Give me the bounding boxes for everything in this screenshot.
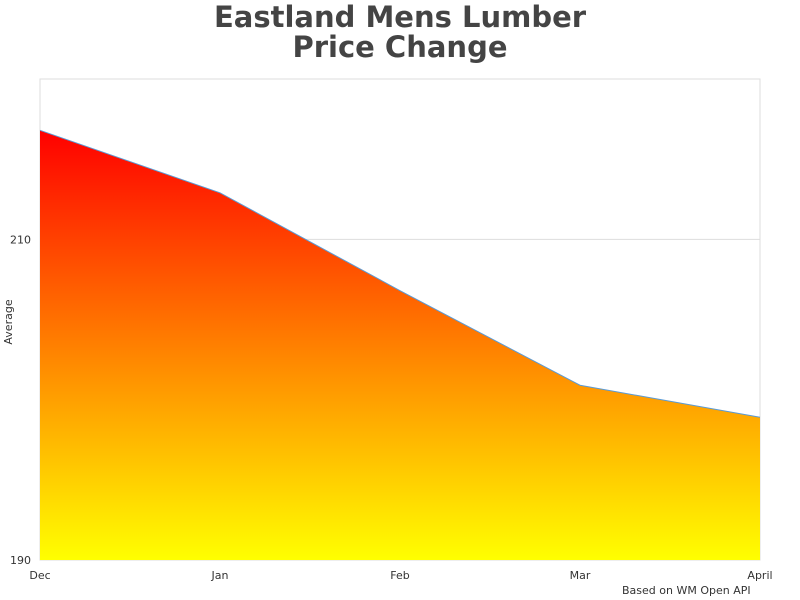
area-series [39, 129, 761, 560]
chart-title-line-1: Eastland Mens Lumber [213, 0, 587, 34]
x-tick-label-dec: Dec [29, 569, 50, 582]
x-tick-label-jan: Jan [211, 569, 229, 582]
chart-title: Eastland Mens Lumber Price Change [0, 2, 800, 62]
x-tick-label-feb: Feb [390, 569, 409, 582]
y-axis-ticks: 190 210 [10, 233, 31, 567]
chart-title-line-2: Price Change [292, 30, 508, 64]
x-tick-label-mar: Mar [570, 569, 591, 582]
area-fill [40, 130, 760, 560]
y-axis-label: Average [2, 299, 15, 344]
y-tick-label-190: 190 [10, 554, 31, 567]
x-tick-label-april: April [747, 569, 772, 582]
y-tick-label-210: 210 [10, 233, 31, 246]
x-axis-ticks: Dec Jan Feb Mar April [29, 569, 772, 582]
footer-note: Based on WM Open API [622, 584, 751, 597]
